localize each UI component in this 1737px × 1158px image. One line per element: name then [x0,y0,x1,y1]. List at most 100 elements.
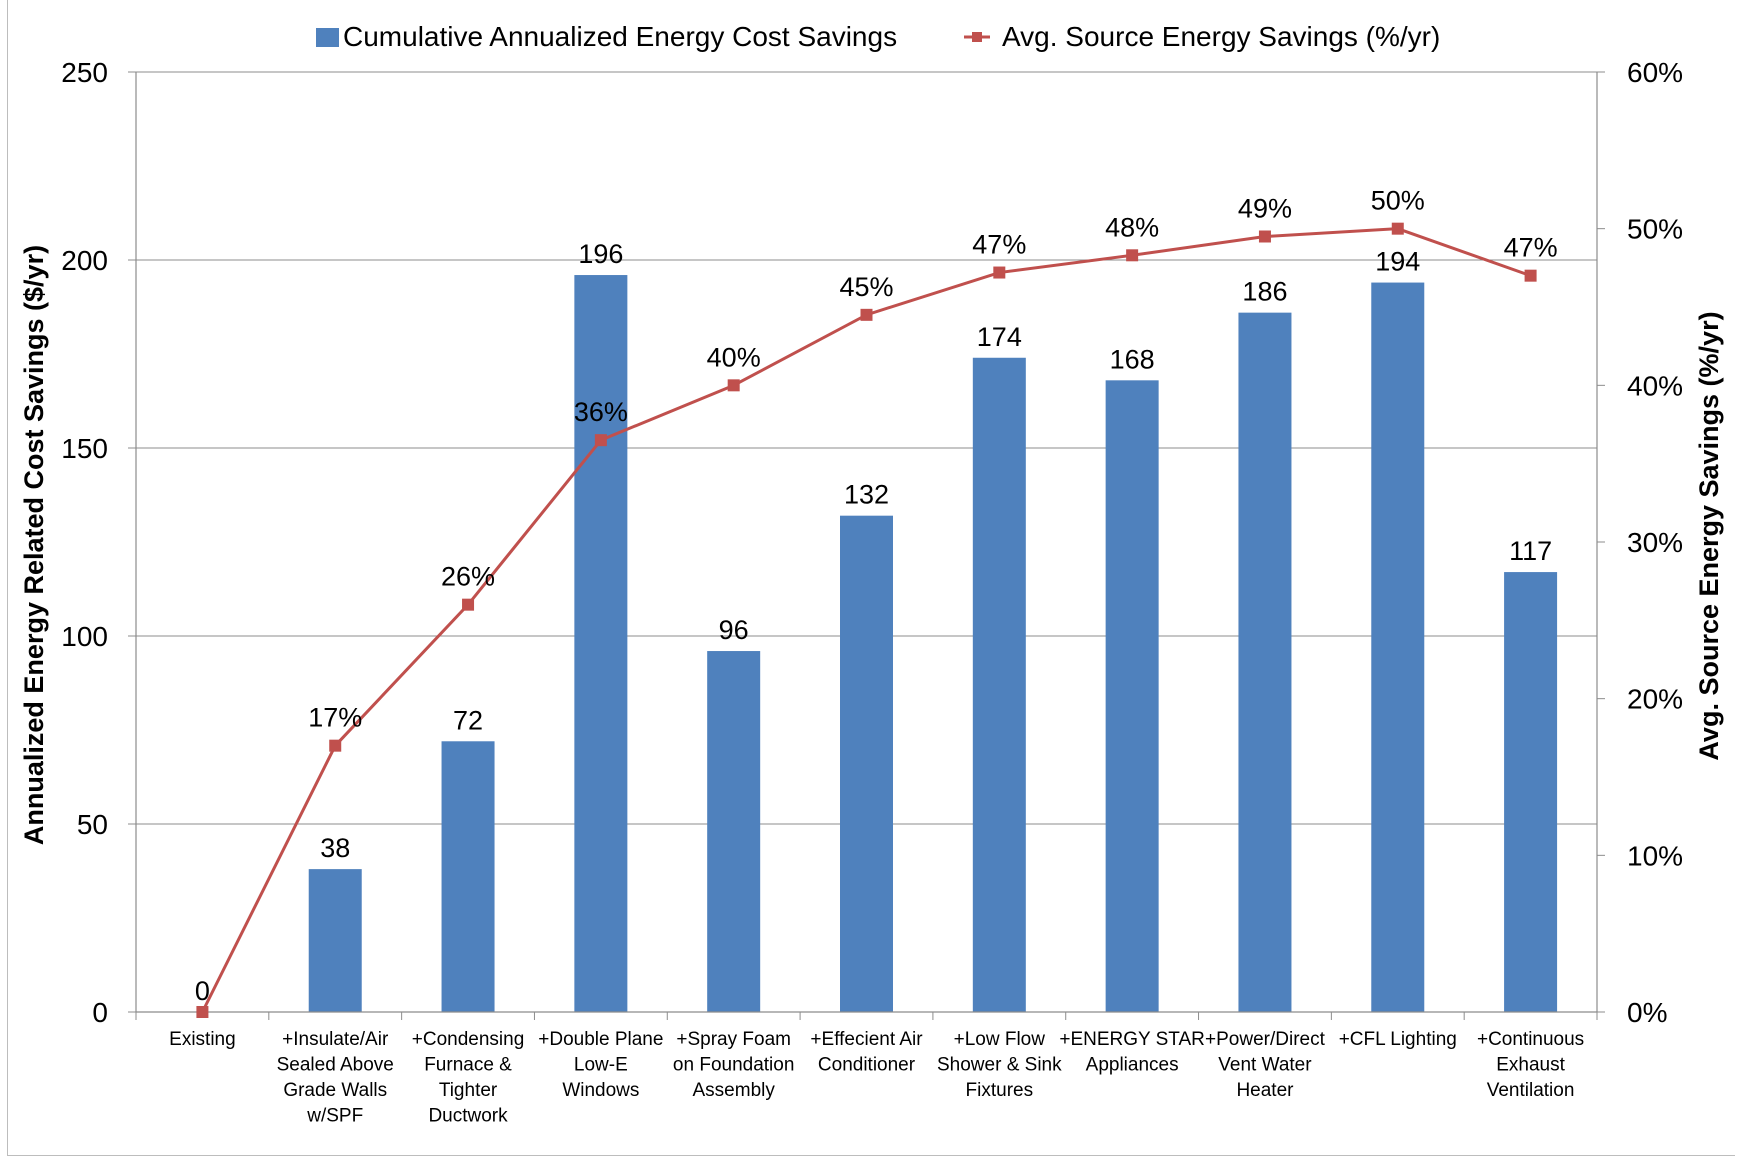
x-category-label: +Power/Direct Vent Water Heater [1205,1029,1326,1101]
data-labels: 0 38 72 196 96 132 174 168 186 194 117 17% 26% 36% 40%… [195,186,1558,1006]
y-tick-label-right: 40% [1627,370,1683,401]
line-marker [1391,222,1404,235]
line-value-label: 45% [839,272,893,302]
line-marker [196,1006,209,1018]
bar-value-label: 117 [1509,536,1552,566]
x-category-label: +Low Flow Shower & Sink Fixtures [937,1029,1062,1101]
x-category-label-line: +Condensing [412,1029,525,1050]
line-marker [1258,230,1271,243]
x-category-label: +CFL Lighting [1339,1029,1457,1050]
y-tick-label-left: 0 [92,997,108,1028]
legend-marker-line [972,32,982,42]
bar-value-label: 132 [844,480,889,510]
x-category-label: +Insulate/Air Sealed Above Grade Walls w/SP… [277,1029,394,1127]
x-category-label-line: +Insulate/Air [282,1029,389,1050]
y-axis-title-left: Annualized Energy Related Cost Savings (… [19,245,49,845]
line-marker [594,434,607,447]
legend-label-bar: Cumulative Annualized Energy Cost Saving… [343,21,897,52]
legend: Cumulative Annualized Energy Cost Saving… [316,21,1440,52]
bar-value-label: 186 [1242,277,1287,307]
x-category-label-line: +Effecient Air [810,1029,923,1050]
y-tick-label-right: 30% [1627,527,1683,558]
x-category-label-line: Grade Walls [283,1080,387,1101]
y-tick-label-right: 50% [1627,214,1683,245]
line-marker [860,308,873,321]
line-marker [329,739,342,752]
line-value-label: 48% [1105,212,1159,242]
chart-border [7,0,1735,1156]
x-category-label: +Effecient Air Conditioner [810,1029,923,1076]
x-category-label: +Condensing Furnace & Tighter Ductwork [412,1029,525,1127]
bar [441,741,495,1012]
x-category-label-line: w/SPF [306,1106,363,1127]
bar-value-label: 0 [195,976,210,1006]
line-value-label: 50% [1371,186,1425,216]
x-category-label: +Spray Foam on Foundation Assembly [673,1029,795,1101]
x-category-label-line: Furnace & [424,1055,512,1076]
line-value-label: 36% [574,397,628,427]
x-category-label-line: Low-E [574,1055,628,1076]
line-series [196,222,1537,1018]
bar-series [308,275,1558,1012]
bar-value-label: 38 [320,833,350,863]
bar-value-label: 168 [1110,344,1155,374]
bar [1238,312,1292,1012]
y-tick-label-left: 100 [61,621,108,652]
line-marker [462,598,475,611]
x-category-label-line: Existing [169,1029,236,1050]
bar [972,357,1026,1012]
bar [840,515,893,1012]
x-category-label-line: +CFL Lighting [1339,1029,1457,1050]
x-category-label-line: Assembly [693,1080,776,1101]
bar [1504,572,1558,1012]
x-category-label-line: +Double Plane [538,1029,663,1050]
x-category-label: +Continuous Exhaust Ventilation [1477,1029,1584,1101]
x-category-label-line: Heater [1236,1080,1294,1101]
x-category-label-line: Shower & Sink [937,1055,1062,1076]
x-category-label-line: +ENERGY STAR [1059,1029,1205,1050]
x-category-label: Existing [169,1029,236,1050]
x-category-label: +ENERGY STAR Appliances [1059,1029,1205,1076]
bar-value-label: 194 [1375,247,1420,277]
x-category-label-line: Windows [562,1080,639,1101]
bar-value-label: 72 [453,705,483,735]
line-value-label: 49% [1238,194,1292,224]
legend-swatch-bar [316,28,339,47]
axes: 0 50 100 150 200 250 0% 10% 20% 30% 40% 50% 60% Exist… [61,57,1683,1127]
x-category-label: +Double Plane Low-E Windows [538,1029,663,1101]
bar-value-label: 96 [719,615,749,645]
bar-value-label: 174 [977,322,1022,352]
line-value-label: 26% [441,562,495,592]
x-category-label-line: +Continuous [1477,1029,1584,1050]
x-category-label-line: Conditioner [818,1055,916,1076]
x-category-label-line: +Low Flow [954,1029,1046,1050]
legend-label-line: Avg. Source Energy Savings (%/yr) [1002,21,1440,52]
bar [308,869,362,1012]
x-category-label-line: +Power/Direct [1205,1029,1326,1050]
x-category-label-line: Sealed Above [277,1055,394,1076]
y-tick-label-right: 60% [1627,57,1683,88]
y-tick-label-right: 10% [1627,840,1683,871]
bar-value-label: 196 [578,239,623,269]
bar [1105,380,1159,1012]
x-category-label-line: Vent Water [1218,1055,1312,1076]
line-marker [993,266,1006,279]
line-marker [727,379,740,392]
x-category-label-line: Tighter [439,1080,498,1101]
x-category-label-line: Fixtures [966,1080,1034,1101]
x-category-label-line: Ductwork [428,1106,508,1127]
y-tick-label-left: 200 [61,245,108,276]
y-tick-label-right: 0% [1627,997,1667,1028]
x-category-label-line: Ventilation [1487,1080,1575,1101]
bar [574,275,628,1012]
bar [1371,282,1425,1012]
y-tick-label-left: 150 [61,433,108,464]
y-tick-label-left: 250 [61,57,108,88]
x-category-label-line: on Foundation [673,1055,795,1076]
line-marker [1524,269,1537,282]
y-axis-title-right: Avg. Source Energy Savings (%/yr) [1694,311,1724,760]
line-value-label: 17% [308,703,362,733]
x-category-label-line: Appliances [1086,1055,1179,1076]
